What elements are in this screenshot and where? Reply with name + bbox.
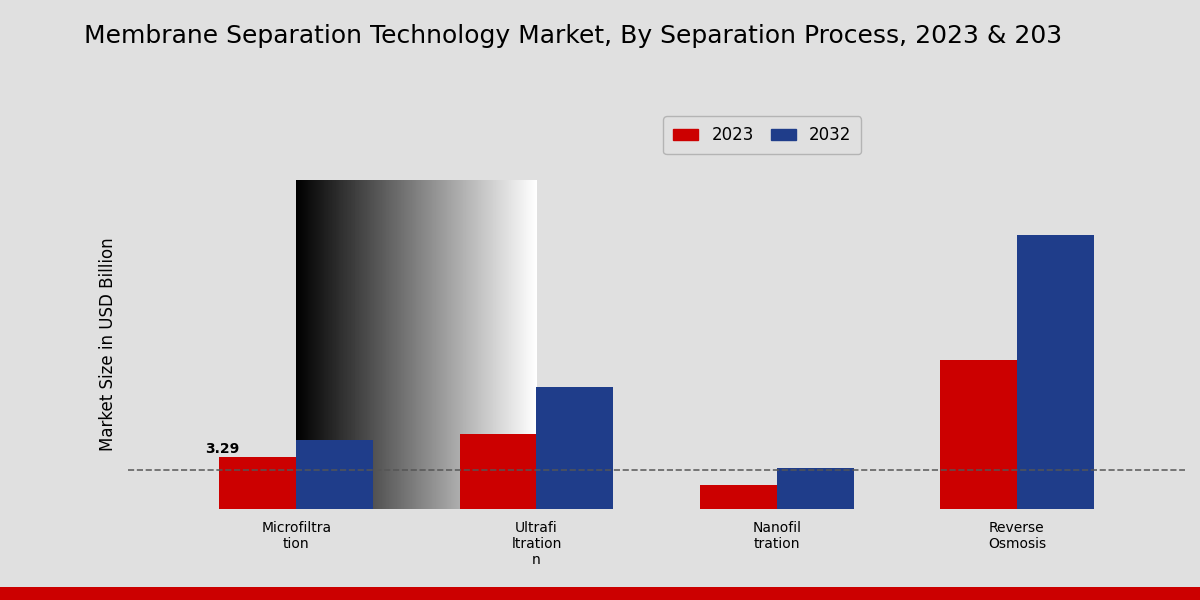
- Bar: [700, 485, 776, 509]
- Bar: [940, 360, 1016, 509]
- Bar: [220, 457, 296, 509]
- Text: Membrane Separation Technology Market, By Separation Process, 2023 & 203: Membrane Separation Technology Market, B…: [84, 24, 1062, 48]
- Bar: [1016, 235, 1093, 509]
- Bar: [296, 440, 373, 509]
- Bar: [536, 387, 613, 509]
- Bar: [460, 434, 536, 509]
- Legend: 2023, 2032: 2023, 2032: [664, 116, 862, 154]
- Text: 3.29: 3.29: [205, 442, 239, 457]
- Y-axis label: Market Size in USD Billion: Market Size in USD Billion: [100, 238, 118, 451]
- Bar: [776, 468, 853, 509]
